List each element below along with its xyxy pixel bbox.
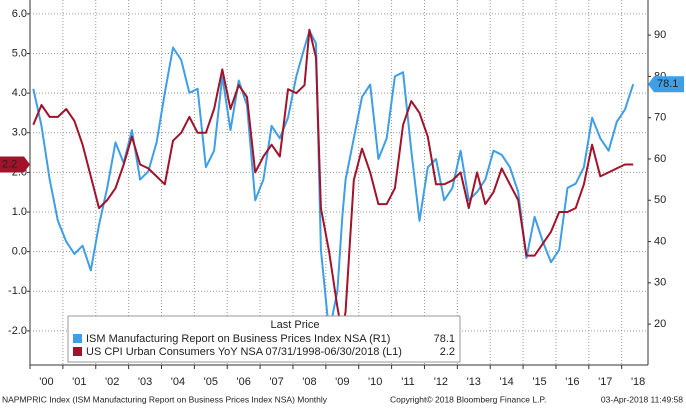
- x-tick-label: '01: [72, 376, 86, 388]
- x-tick-label: '12: [434, 376, 448, 388]
- y2-tick-label: 20: [654, 318, 666, 330]
- legend-last-price: 78.1: [434, 333, 455, 345]
- x-tick-label: '11: [401, 376, 415, 388]
- x-tick-label: '18: [631, 376, 645, 388]
- y2-tick-label: 70: [654, 112, 666, 124]
- y-tick-label: 1.0: [12, 206, 27, 218]
- last-price-tag-label: 2.2: [2, 158, 17, 170]
- series-line: [32, 28, 634, 336]
- x-tick-label: '00: [39, 376, 53, 388]
- y-tick-label: 4.0: [12, 87, 27, 99]
- x-tick-label: '02: [105, 376, 119, 388]
- y-tick-label: 0.0: [12, 246, 27, 258]
- legend-swatch: [73, 347, 82, 356]
- y2-tick-label: 50: [654, 194, 666, 206]
- legend-label: ISM Manufacturing Report on Business Pri…: [86, 333, 390, 345]
- legend-swatch: [73, 334, 82, 343]
- x-tick-label: '05: [204, 376, 218, 388]
- footer-left: NAPMPRIC Index (ISM Manufacturing Report…: [2, 394, 328, 404]
- y2-tick-label: 40: [654, 235, 666, 247]
- y-tick-label: 5.0: [12, 47, 27, 59]
- legend-title: Last Price: [271, 319, 320, 331]
- last-price-tag: [0, 156, 30, 173]
- x-tick-label: '06: [236, 376, 250, 388]
- x-tick-label: '08: [302, 376, 316, 388]
- x-tick-label: '17: [598, 376, 612, 388]
- y2-tick-label: 90: [654, 29, 666, 41]
- legend-box: [67, 315, 461, 363]
- x-tick-label: '14: [499, 376, 513, 388]
- y2-tick-label: 60: [654, 153, 666, 165]
- x-tick-label: '09: [335, 376, 349, 388]
- x-tick-label: '10: [368, 376, 382, 388]
- x-tick-label: '07: [269, 376, 283, 388]
- x-tick-label: '13: [467, 376, 481, 388]
- x-tick-label: '15: [532, 376, 546, 388]
- legend-label: US CPI Urban Consumers YoY NSA 07/31/199…: [86, 346, 402, 358]
- x-tick-label: '04: [171, 376, 185, 388]
- last-price-tag-label: 78.1: [657, 78, 678, 90]
- y-tick-label: 6.0: [12, 8, 27, 20]
- series-line: [32, 30, 635, 334]
- last-price-tag: [648, 76, 684, 93]
- footer-right: 03-Apr-2018 11:49:58: [601, 394, 683, 404]
- x-tick-label: '16: [565, 376, 579, 388]
- y-tick-label: -1.0: [8, 285, 27, 297]
- y-tick-label: -2.0: [8, 325, 27, 337]
- footer-center: Copyright© 2018 Bloomberg Finance L.P.: [390, 394, 546, 404]
- legend-last-price: 2.2: [440, 346, 455, 358]
- y-tick-label: 3.0: [12, 127, 27, 139]
- y2-tick-label: 30: [654, 277, 666, 289]
- x-tick-label: '03: [138, 376, 152, 388]
